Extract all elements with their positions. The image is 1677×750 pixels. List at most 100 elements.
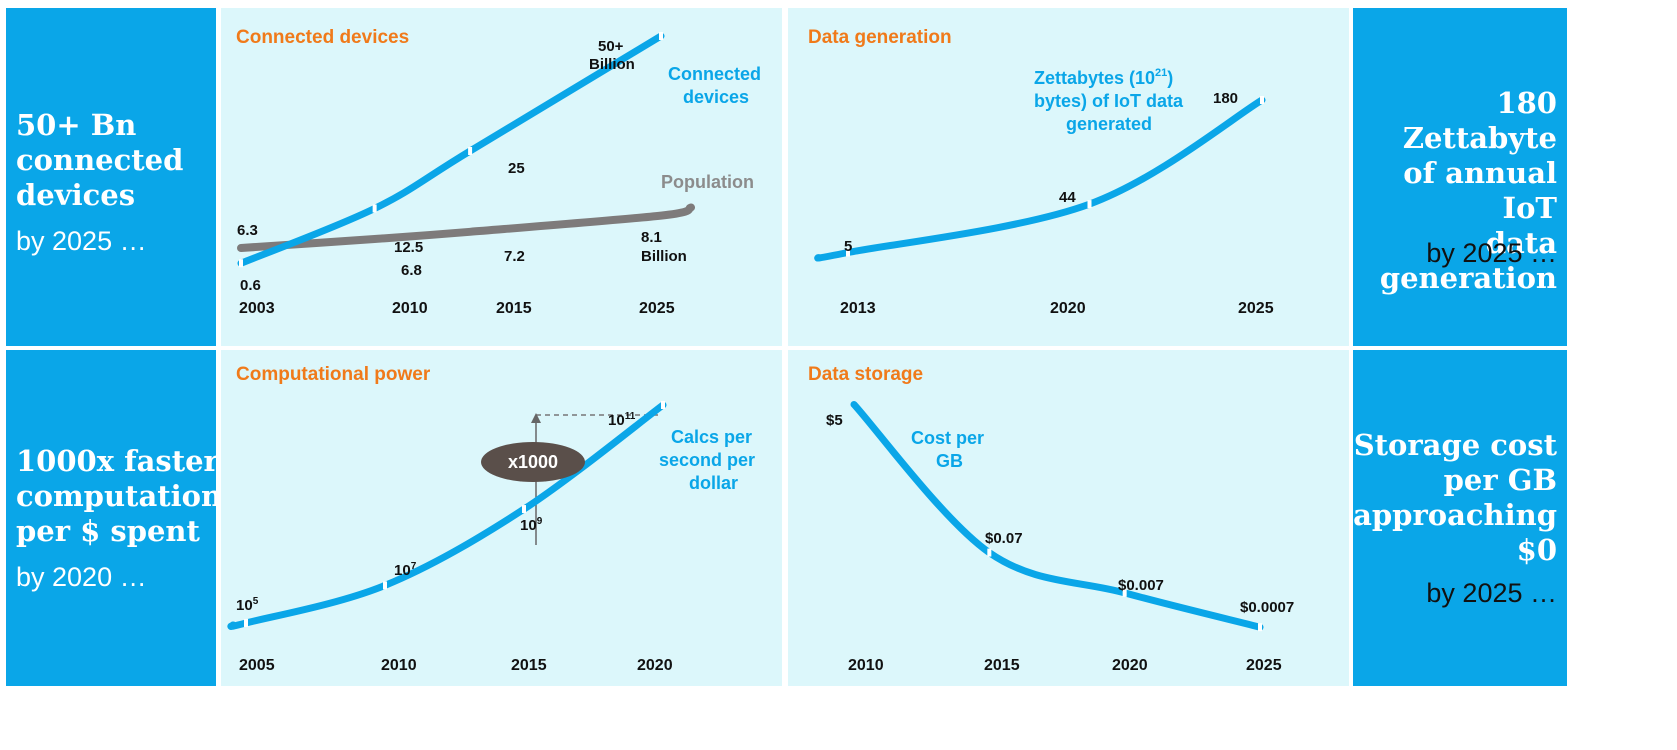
tile-iotdata-line-2: of annual IoT — [1403, 156, 1557, 225]
panel-data-storage: Data storage $5 $0.07 $0.007 $0.0007 Cos… — [788, 350, 1349, 686]
x-tick-2010: 2010 — [392, 300, 428, 317]
label-2025: $0.0007 — [1240, 599, 1294, 616]
chart-computational-power: Computational power x1000 105 107 109 10… — [227, 364, 755, 674]
calcs-points — [244, 401, 665, 627]
x-tick-2003: 2003 — [239, 300, 275, 317]
annotation-line-2: GB — [936, 451, 963, 471]
calcs-line — [227, 401, 667, 630]
tile-iotdata-line-3: data — [1485, 226, 1557, 260]
label-2015: $0.07 — [985, 530, 1023, 547]
x1000-badge-label: x1000 — [508, 452, 558, 472]
x-tick-2015: 2015 — [496, 300, 532, 317]
x-tick-2010: 2010 — [381, 657, 417, 674]
annotation-line-1: Calcs per — [671, 427, 752, 447]
chart-title: Data generation — [808, 27, 952, 48]
iot-data-line — [814, 96, 1266, 262]
label-2010: $5 — [826, 412, 843, 429]
x-tick-2015: 2015 — [511, 657, 547, 674]
devices-points — [239, 32, 663, 268]
annotation-line-3: generated — [1066, 114, 1152, 134]
tile-compute: 1000x faster computation per $ spent by … — [6, 350, 222, 686]
tile-devices-line-3: devices — [16, 178, 136, 212]
tile-compute-line-3: per $ spent — [16, 514, 200, 548]
tile-storage-line-4: $0 — [1516, 533, 1557, 567]
annotation-line-1: Cost per — [911, 428, 984, 448]
cost-point-2020 — [1122, 588, 1127, 597]
pop-label-2025-unit: Billion — [641, 248, 687, 265]
x1000-badge — [481, 442, 585, 482]
x-tick-2013: 2013 — [840, 300, 876, 317]
label-2015: 109 — [520, 516, 543, 534]
chart-data-generation: Data generation 5 44 180 Zettabytes (102… — [808, 27, 1274, 317]
pop-label-2025: 8.1 — [641, 229, 662, 246]
dev-label-2025: 50+ — [598, 38, 624, 55]
tile-iotdata-by: by 2025 … — [1426, 238, 1557, 268]
x-tick-2025: 2025 — [1238, 300, 1274, 317]
pop-label-2015: 7.2 — [504, 248, 525, 265]
iot-data-points — [846, 96, 1264, 257]
tile-devices-headline: 50+ Bn connected devices — [16, 108, 183, 213]
x-tick-2020: 2020 — [1050, 300, 1086, 317]
tile-compute-headline: 1000x faster computation per $ spent — [16, 444, 222, 549]
x-tick-2015: 2015 — [984, 657, 1020, 674]
tile-storage-headline: Storage cost per GB approaching $0 — [1353, 428, 1557, 568]
arrow-head-icon — [531, 413, 541, 423]
label-2025: 180 — [1213, 90, 1238, 107]
devices-line — [237, 32, 665, 267]
dev-label-2003: 0.6 — [240, 277, 261, 294]
tile-iotdata: 180 Zettabyte of annual IoT data generat… — [1353, 8, 1567, 346]
tile-compute-line-1: 1000x faster — [16, 444, 219, 478]
tile-storage-line-2: per GB — [1443, 463, 1557, 497]
calcs-point-2010 — [383, 581, 387, 590]
x-tick-2010: 2010 — [848, 657, 884, 674]
dev-label-2015: 25 — [508, 160, 525, 177]
label-2010: 107 — [394, 561, 417, 579]
label-2020: 1011 — [608, 411, 636, 429]
cost-points — [987, 548, 1262, 632]
device-point-2010 — [372, 204, 377, 213]
tile-compute-by: by 2020 … — [16, 562, 147, 592]
chart-data-storage: Data storage $5 $0.07 $0.007 $0.0007 Cos… — [808, 364, 1294, 674]
tile-devices-line-1: 50+ Bn — [16, 108, 137, 142]
device-point-2015 — [468, 147, 473, 155]
series-name-devices-2: devices — [683, 87, 749, 107]
panel-data-generation: Data generation 5 44 180 Zettabytes (102… — [788, 8, 1349, 346]
chart-connected-devices: Connected devices 6.3 0.6 12.5 6.8 25 7.… — [236, 27, 761, 317]
label-2020: 44 — [1059, 189, 1076, 206]
tile-iotdata-line-1: 180 Zettabyte — [1402, 86, 1557, 155]
tile-compute-line-2: computation — [16, 479, 223, 513]
chart-title: Computational power — [236, 364, 431, 385]
cost-point-2025 — [1258, 623, 1262, 632]
annotation-line-1: Zettabytes (1021) — [1034, 67, 1173, 88]
chart-title: Data storage — [808, 364, 923, 385]
calcs-point-2015 — [522, 505, 526, 514]
population-line — [237, 203, 695, 252]
iot-point-2020 — [1087, 200, 1092, 209]
pop-label-2003: 6.3 — [237, 222, 258, 239]
calcs-point-2005 — [244, 619, 248, 627]
tile-devices: 50+ Bn connected devices by 2025 … — [6, 8, 216, 346]
panel-connected-devices: Connected devices 6.3 0.6 12.5 6.8 25 7.… — [221, 8, 782, 346]
tile-iotdata-headline: 180 Zettabyte of annual IoT data generat… — [1353, 86, 1557, 296]
device-point-2003 — [239, 259, 243, 268]
x-tick-2025: 2025 — [1246, 657, 1282, 674]
panel-computational-power: Computational power x1000 105 107 109 10… — [221, 350, 782, 686]
x-tick-2020: 2020 — [637, 657, 673, 674]
dev-label-2025-unit: Billion — [589, 56, 635, 73]
x-tick-2005: 2005 — [239, 657, 275, 674]
annotation-line-3: dollar — [689, 473, 738, 493]
tile-devices-line-2: connected — [16, 143, 184, 177]
x-tick-2020: 2020 — [1112, 657, 1148, 674]
chart-title: Connected devices — [236, 27, 409, 48]
x-tick-2025: 2025 — [639, 300, 675, 317]
label-2013: 5 — [844, 238, 852, 255]
label-2020: $0.007 — [1118, 577, 1164, 594]
calcs-point-2020 — [661, 401, 665, 409]
dev-label-2010: 12.5 — [394, 239, 423, 256]
tile-storage-line-3: approaching — [1353, 498, 1557, 532]
tile-storage-by: by 2025 … — [1426, 578, 1557, 608]
annotation-line-2: second per — [659, 450, 755, 470]
tile-storage: Storage cost per GB approaching $0 by 20… — [1353, 350, 1567, 686]
label-2005: 105 — [236, 596, 259, 614]
annotation-line-2: bytes) of IoT data — [1034, 91, 1184, 111]
